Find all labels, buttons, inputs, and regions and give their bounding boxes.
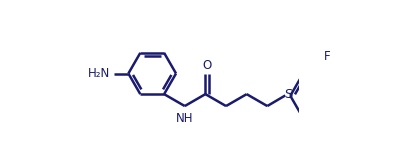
Text: NH: NH: [176, 112, 193, 125]
Text: F: F: [324, 50, 330, 63]
Text: O: O: [202, 59, 212, 72]
Text: S: S: [284, 88, 292, 101]
Text: H₂N: H₂N: [88, 67, 110, 80]
